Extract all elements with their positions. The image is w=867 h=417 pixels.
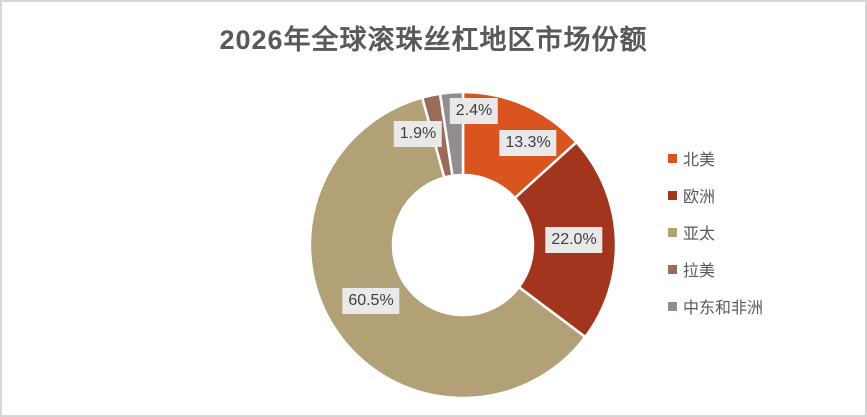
legend-swatch-latin-america-icon [668,264,677,274]
legend-label-north-america: 北美 [683,152,716,169]
data-label-europe: 22.0% [545,227,603,253]
legend-swatch-europe-icon [668,190,677,200]
legend-item-europe: 欧洲 [668,184,763,206]
legend-item-north-america: 北美 [668,147,763,169]
legend-item-mea: 中东和非洲 [668,295,763,317]
legend-swatch-north-america-icon [668,153,677,163]
data-label-north-america: 13.3% [499,130,557,156]
chart-title: 2026年全球滚珠丝杠地区市场份额 [219,25,648,55]
data-label-latin-america: 1.9% [393,121,443,147]
legend: 北美 欧洲 亚太 拉美 中东和非洲 [668,147,763,317]
legend-label-latin-america: 拉美 [683,263,716,280]
legend-label-asia-pacific: 亚太 [683,226,716,243]
data-label-asia-pacific: 60.5% [342,288,400,314]
legend-item-asia-pacific: 亚太 [668,221,763,243]
legend-swatch-asia-pacific-icon [668,227,677,237]
legend-item-latin-america: 拉美 [668,258,763,280]
legend-label-europe: 欧洲 [683,189,716,206]
legend-swatch-mea-icon [668,301,677,311]
data-label-mea: 2.4% [449,98,499,124]
donut-slice-2 [308,96,587,400]
legend-label-mea: 中东和非洲 [683,300,764,317]
